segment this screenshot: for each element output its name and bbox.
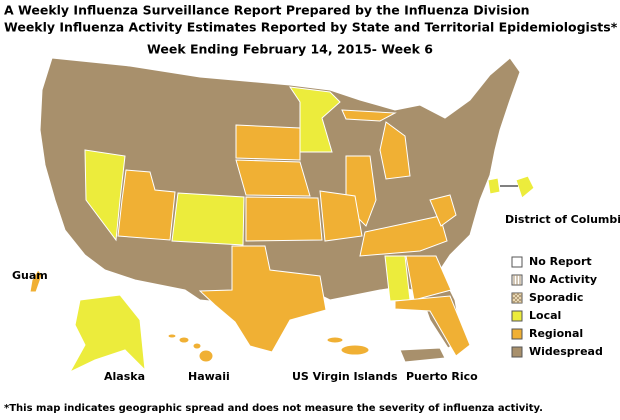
legend-swatch (511, 328, 523, 340)
map-label: Guam (12, 269, 48, 282)
legend-label: No Activity (529, 273, 597, 286)
footnote: *This map indicates geographic spread an… (4, 403, 543, 414)
us-map (29, 57, 535, 374)
legend-label: Widespread (529, 345, 603, 358)
map-label: Alaska (104, 370, 145, 383)
legend-swatch (511, 346, 523, 358)
legend-label: Local (529, 309, 561, 322)
legend-label: No Report (529, 255, 592, 268)
map-label: US Virgin Islands (292, 370, 398, 383)
map-label: District of Columbia (505, 213, 620, 226)
legend: No Report No Activity Sporadic Local Regiona… (511, 255, 603, 358)
legend-swatch (511, 256, 523, 268)
map-label: Hawaii (188, 370, 230, 383)
subtitle: Weekly Influenza Activity Estimates Repo… (4, 20, 618, 35)
legend-pattern (512, 275, 522, 285)
title: A Weekly Influenza Surveillance Report P… (4, 3, 530, 18)
legend-pattern (512, 293, 522, 303)
week-label: Week Ending February 14, 2015- Week 6 (147, 42, 433, 57)
map-label: Puerto Rico (406, 370, 478, 383)
legend-swatch (511, 310, 523, 322)
legend-label: Sporadic (529, 291, 583, 304)
legend-label: Regional (529, 327, 583, 340)
